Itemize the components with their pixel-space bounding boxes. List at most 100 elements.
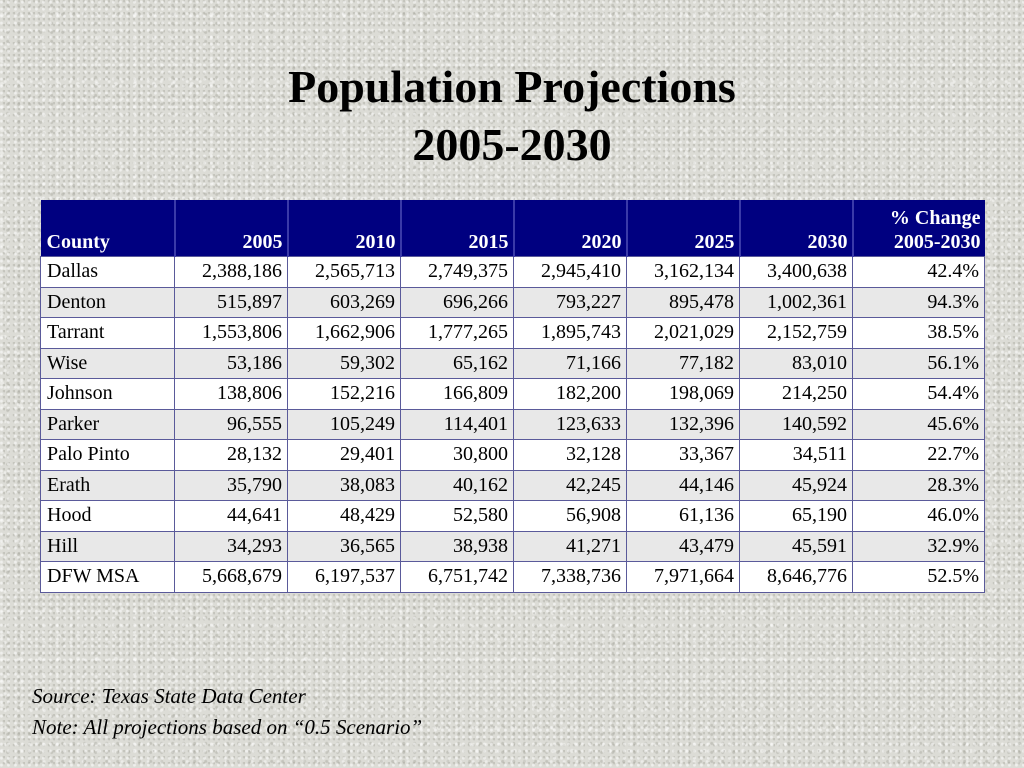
title-line-2: 2005-2030 bbox=[412, 119, 612, 170]
cell-2030: 214,250 bbox=[739, 378, 853, 410]
cell-2010: 36,565 bbox=[287, 530, 401, 562]
cell-2005: 1,553,806 bbox=[174, 317, 288, 349]
footnotes: Source: Texas State Data Center Note: Al… bbox=[32, 681, 422, 743]
header-2020: 2020 bbox=[512, 200, 627, 257]
table-row: Tarrant 1,553,806 1,662,906 1,777,265 1,895,… bbox=[40, 317, 985, 349]
cell-pct-change: 56.1% bbox=[852, 347, 985, 379]
cell-2005: 28,132 bbox=[174, 439, 288, 471]
cell-pct-change: 22.7% bbox=[852, 439, 985, 471]
table-header: County 2005 2010 2015 2020 2025 2030 % C… bbox=[40, 200, 985, 257]
cell-2015: 52,580 bbox=[400, 500, 514, 532]
cell-2010: 603,269 bbox=[287, 286, 401, 318]
cell-county: Dallas bbox=[40, 256, 175, 288]
cell-2015: 2,749,375 bbox=[400, 256, 514, 288]
cell-2020: 32,128 bbox=[513, 439, 627, 471]
table-row: Denton 515,897 603,269 696,266 793,227 895,47… bbox=[40, 286, 985, 318]
cell-2015: 40,162 bbox=[400, 469, 514, 501]
cell-2010: 1,662,906 bbox=[287, 317, 401, 349]
cell-county: Palo Pinto bbox=[40, 439, 175, 471]
header-2015: 2015 bbox=[399, 200, 514, 257]
cell-2005: 515,897 bbox=[174, 286, 288, 318]
cell-2030: 45,591 bbox=[739, 530, 853, 562]
cell-2010: 105,249 bbox=[287, 408, 401, 440]
cell-2025: 77,182 bbox=[626, 347, 740, 379]
cell-2015: 30,800 bbox=[400, 439, 514, 471]
cell-county: Tarrant bbox=[40, 317, 175, 349]
table-row: Johnson 138,806 152,216 166,809 182,200 198,0… bbox=[40, 378, 985, 410]
table-row: Parker 96,555 105,249 114,401 123,633 132,396… bbox=[40, 408, 985, 440]
cell-2020: 182,200 bbox=[513, 378, 627, 410]
cell-2005: 34,293 bbox=[174, 530, 288, 562]
cell-2015: 166,809 bbox=[400, 378, 514, 410]
cell-county: Wise bbox=[40, 347, 175, 379]
table-row: Palo Pinto 28,132 29,401 30,800 32,128 33,367… bbox=[40, 439, 985, 471]
cell-2010: 152,216 bbox=[287, 378, 401, 410]
cell-2005: 138,806 bbox=[174, 378, 288, 410]
header-pct-line-2: 2005-2030 bbox=[893, 231, 981, 253]
cell-2025: 33,367 bbox=[626, 439, 740, 471]
scenario-note: Note: All projections based on “0.5 Scen… bbox=[32, 715, 423, 739]
cell-county: Johnson bbox=[40, 378, 175, 410]
header-pct-change: % Change 2005-2030 bbox=[851, 200, 985, 257]
population-table: County 2005 2010 2015 2020 2025 2030 % C… bbox=[40, 200, 985, 593]
cell-2015: 1,777,265 bbox=[400, 317, 514, 349]
cell-2010: 59,302 bbox=[287, 347, 401, 379]
cell-county: Erath bbox=[40, 469, 175, 501]
table-row: Hood 44,641 48,429 52,580 56,908 61,136 65,190… bbox=[40, 500, 985, 532]
cell-2010: 38,083 bbox=[287, 469, 401, 501]
cell-2015: 65,162 bbox=[400, 347, 514, 379]
cell-2005: 53,186 bbox=[174, 347, 288, 379]
cell-2005: 44,641 bbox=[174, 500, 288, 532]
cell-2025: 3,162,134 bbox=[626, 256, 740, 288]
header-row: County 2005 2010 2015 2020 2025 2030 % C… bbox=[40, 200, 985, 257]
cell-2025: 895,478 bbox=[626, 286, 740, 318]
cell-pct-change: 46.0% bbox=[852, 500, 985, 532]
cell-2030: 1,002,361 bbox=[739, 286, 853, 318]
cell-2005: 35,790 bbox=[174, 469, 288, 501]
title-line-1: Population Projections bbox=[288, 61, 736, 112]
cell-2020: 71,166 bbox=[513, 347, 627, 379]
cell-2005: 5,668,679 bbox=[174, 561, 288, 593]
header-2030: 2030 bbox=[738, 200, 853, 257]
cell-2015: 696,266 bbox=[400, 286, 514, 318]
cell-2010: 29,401 bbox=[287, 439, 401, 471]
cell-2015: 38,938 bbox=[400, 530, 514, 562]
cell-2015: 114,401 bbox=[400, 408, 514, 440]
cell-pct-change: 28.3% bbox=[852, 469, 985, 501]
cell-county: Denton bbox=[40, 286, 175, 318]
table-body: Dallas 2,388,186 2,565,713 2,749,375 2,945,4… bbox=[40, 256, 985, 593]
cell-pct-change: 54.4% bbox=[852, 378, 985, 410]
cell-2005: 2,388,186 bbox=[174, 256, 288, 288]
cell-pct-change: 42.4% bbox=[852, 256, 985, 288]
table-row: Erath 35,790 38,083 40,162 42,245 44,146 45,92… bbox=[40, 469, 985, 501]
header-2010: 2010 bbox=[286, 200, 401, 257]
cell-2020: 56,908 bbox=[513, 500, 627, 532]
cell-2020: 2,945,410 bbox=[513, 256, 627, 288]
cell-2020: 123,633 bbox=[513, 408, 627, 440]
cell-2020: 42,245 bbox=[513, 469, 627, 501]
table-row: Wise 53,186 59,302 65,162 71,166 77,182 83,010… bbox=[40, 347, 985, 379]
cell-2025: 44,146 bbox=[626, 469, 740, 501]
cell-county: Hood bbox=[40, 500, 175, 532]
header-county: County bbox=[40, 200, 175, 257]
cell-2025: 43,479 bbox=[626, 530, 740, 562]
cell-2020: 1,895,743 bbox=[513, 317, 627, 349]
cell-2030: 2,152,759 bbox=[739, 317, 853, 349]
header-pct-line-1: % Change bbox=[889, 207, 981, 229]
source-note: Source: Texas State Data Center bbox=[32, 684, 306, 708]
cell-2030: 140,592 bbox=[739, 408, 853, 440]
cell-2010: 6,197,537 bbox=[287, 561, 401, 593]
cell-pct-change: 38.5% bbox=[852, 317, 985, 349]
cell-pct-change: 94.3% bbox=[852, 286, 985, 318]
cell-2020: 7,338,736 bbox=[513, 561, 627, 593]
cell-2015: 6,751,742 bbox=[400, 561, 514, 593]
cell-2030: 45,924 bbox=[739, 469, 853, 501]
cell-2010: 2,565,713 bbox=[287, 256, 401, 288]
cell-2025: 132,396 bbox=[626, 408, 740, 440]
cell-2020: 41,271 bbox=[513, 530, 627, 562]
cell-county: Hill bbox=[40, 530, 175, 562]
cell-county: Parker bbox=[40, 408, 175, 440]
page-title: Population Projections 2005-2030 bbox=[0, 58, 1024, 174]
cell-2030: 34,511 bbox=[739, 439, 853, 471]
cell-2030: 65,190 bbox=[739, 500, 853, 532]
